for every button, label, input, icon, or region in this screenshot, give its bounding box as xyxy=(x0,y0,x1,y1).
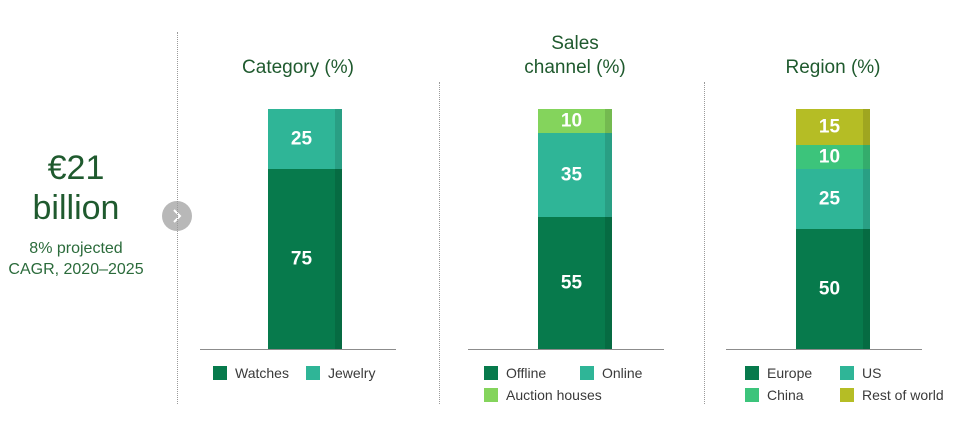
legend-rest-of-world: Rest of world xyxy=(840,387,944,403)
legend-label-jewelry: Jewelry xyxy=(328,365,376,381)
region-bar-china xyxy=(796,145,870,169)
sales-channel-label-offline: 55 xyxy=(561,273,583,294)
region-label-rest-of-world: 15 xyxy=(819,117,841,138)
category-bar-shade-jewelry xyxy=(335,109,342,169)
region-chart-title: Region (%) xyxy=(785,57,881,78)
region-bar-shade-us xyxy=(863,169,870,229)
legend-europe: Europe xyxy=(745,365,812,381)
divider-channel-region xyxy=(704,82,705,404)
market-total-value: €21 xyxy=(47,149,105,187)
region-bar-shade-europe xyxy=(863,229,870,349)
cagr-line-1: 8% projected xyxy=(29,240,123,257)
legend-swatch-us xyxy=(840,366,854,380)
region-label-europe: 50 xyxy=(819,279,840,300)
cagr-note: 8% projected CAGR, 2020–2025 xyxy=(0,238,152,280)
legend-label-rest-of-world: Rest of world xyxy=(862,387,944,403)
legend-label-online: Online xyxy=(602,365,643,381)
legend-label-offline: Offline xyxy=(506,365,547,381)
chevron-right-icon xyxy=(173,209,182,223)
legend-china: China xyxy=(745,387,804,403)
legend-watches: Watches xyxy=(213,365,289,381)
legend-label-china: China xyxy=(767,387,804,403)
legend-label-europe: Europe xyxy=(767,365,813,381)
region-bar-rest-of-world xyxy=(796,109,870,145)
legend-swatch-jewelry xyxy=(306,366,320,380)
sales-channel-title-line-1: Sales xyxy=(551,33,599,54)
legend-label-auction-houses: Auction houses xyxy=(506,387,602,403)
market-summary: €21 billion 8% projected CAGR, 2020–2025 xyxy=(0,148,152,280)
legend-swatch-auction-houses xyxy=(484,388,498,402)
legend-offline: Offline xyxy=(484,365,546,381)
category-bar-watches xyxy=(268,169,342,349)
region-bar-shade-rest-of-world xyxy=(863,109,870,145)
sales-channel-title-line-2: channel (%) xyxy=(524,57,626,78)
sales-channel-bar-shade-online xyxy=(605,133,612,217)
sales-channel-label-auction-houses: 10 xyxy=(561,111,582,132)
legend-swatch-europe xyxy=(745,366,759,380)
region-bar-europe xyxy=(796,229,870,349)
legend-label-watches: Watches xyxy=(235,365,289,381)
legend-us: US xyxy=(840,365,881,381)
sales-channel-bar-shade-offline xyxy=(605,217,612,349)
sales-channel-bar-auction-houses xyxy=(538,109,612,133)
sales-channel-chart-title: Sales channel (%) xyxy=(475,32,675,80)
region-bar-shade-china xyxy=(863,145,870,169)
legend-jewelry: Jewelry xyxy=(306,365,375,381)
cagr-line-2: CAGR, 2020–2025 xyxy=(8,261,144,278)
legend-swatch-online xyxy=(580,366,594,380)
region-label-china: 10 xyxy=(819,147,840,168)
region-label-us: 25 xyxy=(819,189,841,210)
category-label-jewelry: 25 xyxy=(291,129,313,150)
legend-swatch-rest-of-world xyxy=(840,388,854,402)
legend-swatch-watches xyxy=(213,366,227,380)
category-label-watches: 75 xyxy=(291,249,313,270)
sales-channel-label-online: 35 xyxy=(561,165,583,186)
category-bar-shade-watches xyxy=(335,169,342,349)
legend-auction-houses: Auction houses xyxy=(484,387,602,403)
legend-label-us: US xyxy=(862,365,882,381)
divider-summary xyxy=(177,32,178,404)
region-bar-us xyxy=(796,169,870,229)
category-bar-jewelry xyxy=(268,109,342,169)
legend-online: Online xyxy=(580,365,642,381)
sales-channel-bar-shade-auction-houses xyxy=(605,109,612,133)
legend-swatch-china xyxy=(745,388,759,402)
market-total-unit: billion xyxy=(32,189,120,227)
sales-channel-bar-online xyxy=(538,133,612,217)
sales-channel-bar-offline xyxy=(538,217,612,349)
divider-category-channel xyxy=(439,82,440,404)
market-total: €21 billion xyxy=(0,148,152,228)
category-chart-title: Category (%) xyxy=(242,57,354,78)
legend-swatch-offline xyxy=(484,366,498,380)
